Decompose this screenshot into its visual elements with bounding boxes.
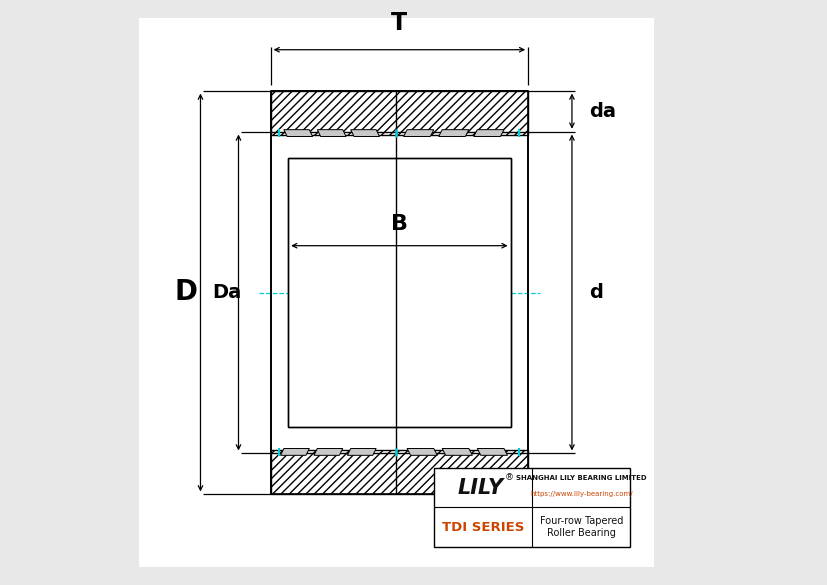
Text: T: T: [391, 11, 407, 35]
Text: https://www.lily-bearing.com/: https://www.lily-bearing.com/: [529, 491, 632, 497]
Polygon shape: [351, 130, 379, 136]
Polygon shape: [442, 449, 472, 455]
Polygon shape: [407, 449, 437, 455]
Text: LILY: LILY: [457, 478, 503, 498]
Polygon shape: [139, 18, 653, 567]
Text: da: da: [589, 102, 616, 121]
Polygon shape: [347, 449, 375, 455]
Polygon shape: [270, 91, 528, 494]
Polygon shape: [313, 449, 342, 455]
Polygon shape: [317, 130, 346, 136]
Text: D: D: [174, 278, 197, 307]
Text: ®: ®: [504, 473, 513, 481]
Polygon shape: [288, 158, 510, 427]
Polygon shape: [280, 449, 309, 455]
Polygon shape: [270, 91, 528, 135]
Polygon shape: [284, 130, 313, 136]
Polygon shape: [476, 449, 507, 455]
Text: TDI SERIES: TDI SERIES: [442, 521, 524, 534]
Text: B: B: [390, 214, 408, 234]
Polygon shape: [403, 130, 433, 136]
Polygon shape: [270, 450, 528, 494]
Polygon shape: [438, 130, 468, 136]
Text: d: d: [589, 283, 603, 302]
Text: Da: Da: [212, 283, 241, 302]
Polygon shape: [434, 468, 629, 547]
Text: SHANGHAI LILY BEARING LIMITED: SHANGHAI LILY BEARING LIMITED: [515, 476, 646, 481]
Text: Four-row Tapered
Roller Bearing: Four-row Tapered Roller Bearing: [539, 517, 623, 538]
Polygon shape: [473, 130, 504, 136]
